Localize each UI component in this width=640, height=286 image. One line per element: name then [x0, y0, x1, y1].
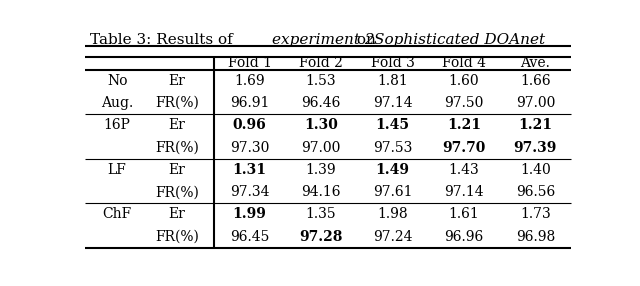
Text: 96.46: 96.46 [301, 96, 340, 110]
Text: 1.66: 1.66 [520, 74, 550, 88]
Text: 1.49: 1.49 [376, 163, 410, 177]
Text: 97.14: 97.14 [372, 96, 412, 110]
Text: 1.98: 1.98 [377, 207, 408, 221]
Text: 96.45: 96.45 [230, 230, 269, 244]
Text: No: No [107, 74, 127, 88]
Text: 97.53: 97.53 [372, 141, 412, 155]
Text: Fold 2: Fold 2 [299, 57, 343, 71]
Text: 1.73: 1.73 [520, 207, 550, 221]
Text: Er: Er [168, 163, 185, 177]
Text: ChF: ChF [102, 207, 132, 221]
Text: 97.34: 97.34 [230, 185, 269, 199]
Text: 1.60: 1.60 [449, 74, 479, 88]
Text: 1.53: 1.53 [306, 74, 337, 88]
Text: FR(%): FR(%) [155, 185, 198, 199]
Text: 1.43: 1.43 [449, 163, 479, 177]
Text: 97.28: 97.28 [300, 230, 343, 244]
Text: Fold 4: Fold 4 [442, 57, 486, 71]
Text: 1.30: 1.30 [304, 118, 338, 132]
Text: 97.61: 97.61 [372, 185, 412, 199]
Text: 1.40: 1.40 [520, 163, 550, 177]
Text: 96.98: 96.98 [516, 230, 555, 244]
Text: 1.61: 1.61 [449, 207, 479, 221]
Text: 97.50: 97.50 [444, 96, 484, 110]
Text: Fold 3: Fold 3 [371, 57, 415, 71]
Text: 1.69: 1.69 [234, 74, 265, 88]
Text: FR(%): FR(%) [155, 96, 198, 110]
Text: Fold 1: Fold 1 [228, 57, 271, 71]
Text: experiment 2: experiment 2 [273, 33, 375, 47]
Text: 97.00: 97.00 [301, 141, 340, 155]
Text: 97.70: 97.70 [442, 141, 486, 155]
Text: 97.30: 97.30 [230, 141, 269, 155]
Text: 1.81: 1.81 [377, 74, 408, 88]
Text: 96.96: 96.96 [444, 230, 484, 244]
Text: 1.99: 1.99 [233, 207, 267, 221]
Text: 97.00: 97.00 [516, 96, 555, 110]
Text: Sophisticated DOAnet: Sophisticated DOAnet [374, 33, 545, 47]
Text: Aug.: Aug. [101, 96, 133, 110]
Text: Er: Er [168, 118, 185, 132]
Text: 94.16: 94.16 [301, 185, 341, 199]
Text: 96.56: 96.56 [516, 185, 555, 199]
Text: 97.14: 97.14 [444, 185, 484, 199]
Text: 1.39: 1.39 [306, 163, 337, 177]
Text: LF: LF [108, 163, 127, 177]
Text: 97.39: 97.39 [514, 141, 557, 155]
Text: Er: Er [168, 74, 185, 88]
Text: 1.21: 1.21 [447, 118, 481, 132]
Text: 0.96: 0.96 [233, 118, 266, 132]
Text: on: on [352, 33, 381, 47]
Text: Er: Er [168, 207, 185, 221]
Text: 1.31: 1.31 [232, 163, 267, 177]
Text: 1.45: 1.45 [376, 118, 410, 132]
Text: 97.24: 97.24 [372, 230, 412, 244]
Text: FR(%): FR(%) [155, 230, 198, 244]
Text: FR(%): FR(%) [155, 141, 198, 155]
Text: 16P: 16P [104, 118, 131, 132]
Text: 1.35: 1.35 [306, 207, 337, 221]
Text: 1.21: 1.21 [518, 118, 552, 132]
Text: Table 3: Results of: Table 3: Results of [90, 33, 237, 47]
Text: Ave.: Ave. [520, 57, 550, 71]
Text: 96.91: 96.91 [230, 96, 269, 110]
